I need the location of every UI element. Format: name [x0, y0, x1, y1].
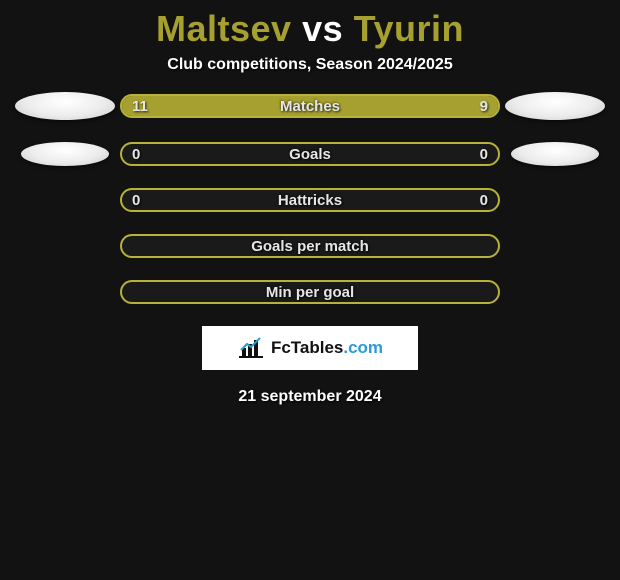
stat-bar: Goals per match	[120, 234, 500, 258]
left-value: 0	[132, 192, 140, 209]
chart-icon	[237, 336, 265, 360]
stat-label: Goals per match	[251, 238, 369, 255]
left-value: 11	[132, 98, 148, 115]
stat-row: 0 Hattricks 0	[0, 188, 620, 212]
brand-suffix: .com	[343, 338, 383, 357]
right-fill	[329, 96, 498, 116]
brand-box: FcTables.com	[202, 326, 418, 370]
stat-bar: 0 Goals 0	[120, 142, 500, 166]
stat-label: Goals	[289, 146, 331, 163]
stat-row: Goals per match	[0, 234, 620, 258]
right-value: 9	[480, 98, 488, 115]
left-badge-slot	[10, 142, 120, 166]
brand-name: FcTables	[271, 338, 343, 357]
left-value: 0	[132, 146, 140, 163]
right-badge-slot	[500, 142, 610, 166]
player-badge	[15, 92, 115, 120]
vs-label: vs	[302, 8, 343, 49]
right-value: 0	[480, 146, 488, 163]
stat-row: 0 Goals 0	[0, 142, 620, 166]
player2-name: Tyurin	[354, 8, 464, 49]
player-badge	[21, 142, 109, 166]
stat-row: Min per goal	[0, 280, 620, 304]
right-value: 0	[480, 192, 488, 209]
stat-bar: 0 Hattricks 0	[120, 188, 500, 212]
date-line: 21 september 2024	[0, 388, 620, 406]
stat-label: Hattricks	[278, 192, 342, 209]
right-badge-slot	[500, 92, 610, 120]
player-badge	[505, 92, 605, 120]
stat-label: Min per goal	[266, 284, 354, 301]
brand-text: FcTables.com	[271, 338, 383, 358]
stats-container: 11 Matches 9 0 Goals 0 0 Hattricks 0 Goals per ma…	[0, 92, 620, 304]
subtitle: Club competitions, Season 2024/2025	[0, 56, 620, 92]
left-badge-slot	[10, 92, 120, 120]
comparison-title: Maltsev vs Tyurin	[0, 0, 620, 56]
player1-name: Maltsev	[156, 8, 292, 49]
player-badge	[511, 142, 599, 166]
stat-label: Matches	[280, 98, 340, 115]
stat-bar: Min per goal	[120, 280, 500, 304]
stat-bar: 11 Matches 9	[120, 94, 500, 118]
stat-row: 11 Matches 9	[0, 92, 620, 120]
